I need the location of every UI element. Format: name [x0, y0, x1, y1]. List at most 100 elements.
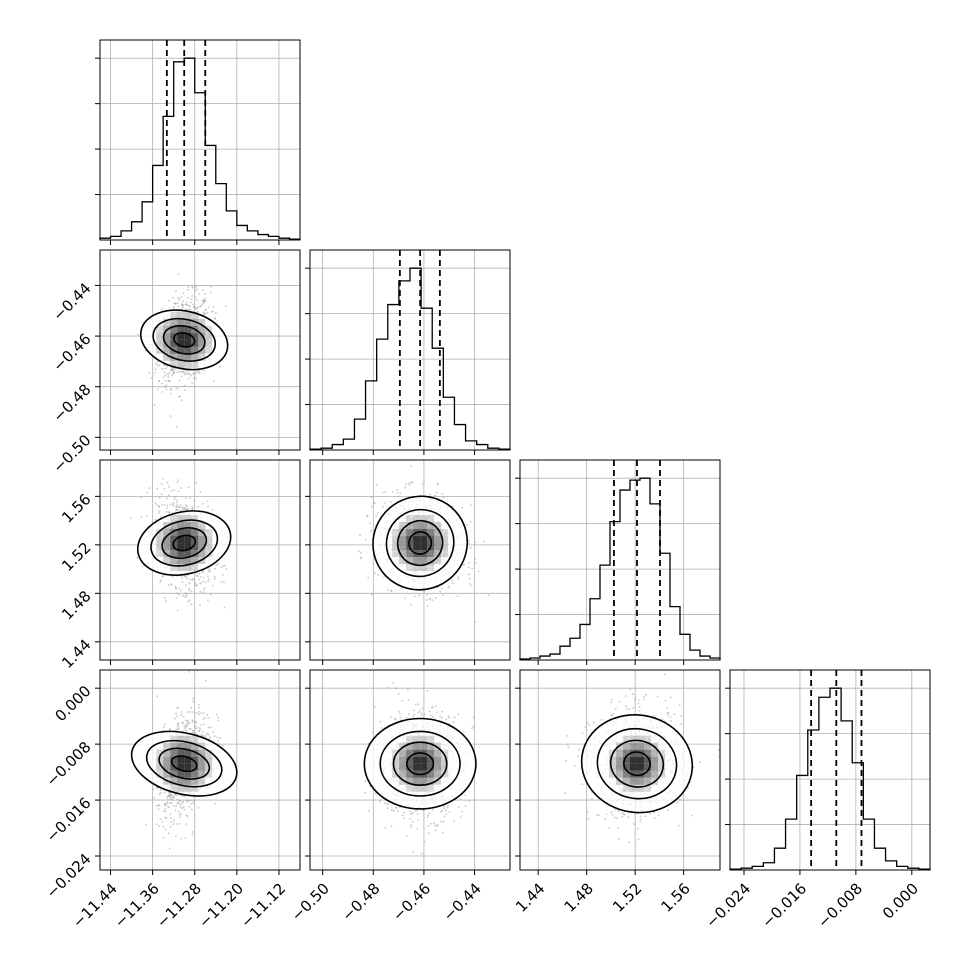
density-cell	[163, 346, 171, 354]
sample-point	[158, 793, 161, 795]
sample-point	[187, 600, 190, 603]
density-cell	[420, 522, 428, 530]
sample-point	[202, 311, 205, 314]
sample-point	[573, 764, 576, 767]
histogram-3	[519, 477, 721, 660]
sample-point	[177, 722, 180, 725]
density-cell	[191, 353, 199, 361]
sample-point	[187, 304, 189, 307]
density-cell	[441, 536, 449, 544]
sample-point	[176, 302, 179, 305]
density-cell	[399, 742, 407, 750]
density-cell	[184, 346, 192, 354]
sample-point	[435, 491, 438, 494]
sample-point	[421, 707, 424, 710]
sample-point	[469, 583, 471, 585]
sample-point	[168, 791, 170, 794]
density-cell	[434, 522, 442, 530]
sample-point	[166, 506, 169, 509]
sample-point	[404, 483, 407, 485]
sample-point	[166, 497, 168, 500]
sample-point	[191, 719, 194, 722]
sample-point	[195, 585, 198, 587]
sample-point	[378, 800, 381, 803]
sample-point	[193, 730, 195, 732]
sample-point	[179, 589, 182, 592]
density-cell	[413, 777, 421, 785]
density-cell	[427, 735, 435, 743]
density-cell	[191, 770, 199, 778]
sample-point	[181, 807, 183, 810]
sample-point	[456, 595, 459, 598]
sample-point	[160, 482, 163, 485]
density-cell	[184, 756, 192, 764]
contour-level-2	[385, 508, 455, 578]
sample-point	[179, 799, 182, 802]
sample-point	[158, 505, 160, 508]
sample-point	[196, 310, 199, 313]
sample-point	[392, 682, 395, 684]
sample-point	[191, 505, 194, 508]
hist-frame-2	[309, 249, 511, 451]
sample-point	[202, 718, 205, 720]
sample-point	[154, 371, 156, 374]
density-cell	[170, 536, 178, 544]
sample-point	[193, 579, 196, 582]
sample-point	[169, 415, 172, 417]
sample-point	[469, 504, 472, 507]
sample-point	[383, 802, 386, 805]
sample-point	[169, 797, 172, 799]
histogram-4	[729, 687, 931, 870]
sample-point	[463, 563, 466, 566]
sample-point	[157, 388, 159, 391]
density-cell	[413, 515, 421, 523]
sample-point	[168, 511, 171, 514]
density-cell	[191, 543, 199, 551]
sample-point	[384, 502, 387, 504]
sample-point	[198, 729, 201, 732]
sample-point	[163, 803, 166, 806]
sample-point	[191, 294, 194, 297]
sample-point	[185, 594, 187, 597]
sample-point	[185, 584, 187, 587]
sample-point	[387, 686, 390, 689]
sample-point	[204, 581, 207, 584]
density-cell	[170, 763, 178, 771]
sample-point	[137, 333, 140, 336]
sample-point	[176, 798, 179, 801]
density-cell	[170, 311, 178, 319]
density-cell	[163, 756, 171, 764]
density-cell	[163, 339, 171, 347]
sample-point	[216, 563, 219, 565]
sample-point	[390, 825, 393, 827]
sample-point	[191, 579, 194, 581]
contour-level-2	[152, 317, 217, 362]
density-cell	[177, 756, 185, 764]
sample-point	[201, 731, 204, 734]
sample-point	[199, 727, 202, 730]
sample-point	[225, 568, 228, 571]
sample-point	[157, 808, 160, 811]
sample-point	[413, 595, 416, 598]
sample-point	[160, 368, 163, 370]
pair-scatter-3-4	[564, 673, 720, 844]
sample-point	[433, 717, 436, 720]
sample-point	[182, 292, 185, 294]
density-cell	[163, 529, 171, 537]
sample-point	[468, 800, 471, 803]
sample-point	[169, 392, 172, 395]
sample-point	[199, 604, 201, 607]
sample-point	[207, 575, 209, 578]
sample-point	[163, 810, 166, 813]
sample-point	[373, 705, 376, 708]
sample-point	[380, 727, 383, 730]
density-cell	[191, 784, 199, 792]
sample-point	[382, 505, 384, 508]
sample-point	[189, 305, 191, 308]
density-cell	[170, 325, 178, 333]
sample-point	[442, 805, 445, 808]
sample-point	[204, 297, 207, 300]
density-cell	[434, 777, 442, 785]
contour-level-2	[145, 739, 223, 788]
density-cell	[392, 763, 400, 771]
